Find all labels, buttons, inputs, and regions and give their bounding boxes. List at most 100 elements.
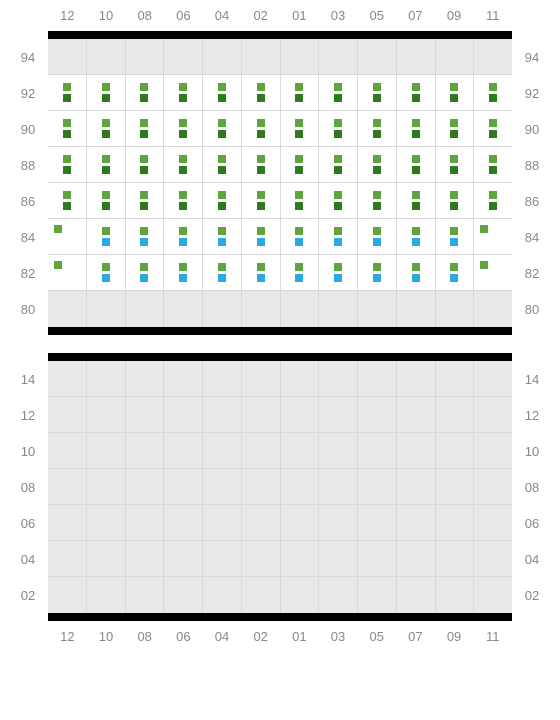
grid-cell [242,219,281,254]
bottom-panel-bar-lower [48,613,512,621]
slot-marker [179,166,187,174]
slot-marker-pair [102,83,110,102]
grid-cell [126,577,165,613]
slot-marker [295,83,303,91]
grid-cell [164,541,203,576]
slot-marker [179,238,187,246]
grid-cell [397,147,436,182]
slot-marker-pair [489,83,497,102]
grid-cell [87,183,126,218]
column-label: 03 [319,0,358,31]
slot-marker [218,202,226,210]
grid-cell [126,111,165,146]
slot-marker-pair [218,83,226,102]
slot-marker-pair [450,227,458,246]
slot-marker [102,130,110,138]
slot-marker [412,130,420,138]
slot-marker [63,83,71,91]
grid-cell [358,219,397,254]
slot-marker-pair [412,119,420,138]
slot-marker-pair [295,83,303,102]
grid-cell [281,361,320,396]
slot-marker-pair [257,191,265,210]
grid-cell [358,433,397,468]
grid-cell [242,577,281,613]
grid-cell [319,39,358,74]
row-label: 04 [8,541,48,577]
slot-marker-pair [140,83,148,102]
slot-marker [140,155,148,163]
slot-marker [102,202,110,210]
grid-cell [87,541,126,576]
row-label: 92 [512,75,552,111]
slot-marker-pair [102,119,110,138]
slot-marker [489,130,497,138]
bottom-grid [48,361,512,613]
column-label: 02 [241,621,280,652]
grid-cell [203,147,242,182]
slot-marker-pair [140,227,148,246]
grid-cell [436,541,475,576]
grid-cell [281,433,320,468]
slot-marker [334,263,342,271]
grid-cell [87,39,126,74]
slot-marker-pair [140,155,148,174]
grid-cell [319,505,358,540]
slot-marker [334,238,342,246]
top-row-labels-right: 9492908886848280 [512,39,552,327]
slot-marker-pair [140,191,148,210]
slot-marker-pair [257,263,265,282]
slot-marker [102,227,110,235]
grid-cell [436,219,475,254]
slot-marker-pair [102,227,110,246]
slot-marker [140,263,148,271]
slot-marker-pair [63,155,71,174]
grid-cell [87,361,126,396]
slot-marker-pair [179,227,187,246]
slot-marker-pair [218,119,226,138]
grid-cell [319,541,358,576]
slot-marker [102,83,110,91]
slot-marker [412,83,420,91]
slot-marker [334,83,342,91]
grid-cell [87,291,126,327]
grid-cell [358,541,397,576]
slot-marker-pair [450,83,458,102]
slot-marker [102,94,110,102]
grid-cell [126,147,165,182]
grid-cell [87,111,126,146]
grid-row [48,39,512,75]
grid-cell [319,291,358,327]
slot-marker [373,155,381,163]
slot-marker [295,263,303,271]
slot-marker-pair [179,155,187,174]
slot-marker [140,191,148,199]
top-column-labels: 121008060402010305070911 [8,0,552,31]
slot-marker [412,191,420,199]
slot-marker-pair [373,191,381,210]
slot-marker [412,227,420,235]
grid-cell [203,183,242,218]
grid-cell [126,397,165,432]
grid-cell [358,291,397,327]
grid-cell [281,111,320,146]
slot-marker [450,227,458,235]
grid-cell [281,505,320,540]
slot-marker [257,191,265,199]
slot-marker [257,83,265,91]
bottom-row-labels-right: 14121008060402 [512,361,552,613]
grid-cell [474,361,512,396]
slot-marker [218,191,226,199]
slot-marker [257,119,265,127]
slot-marker [218,119,226,127]
grid-cell [87,505,126,540]
column-label: 01 [280,0,319,31]
slot-marker [450,202,458,210]
column-label: 06 [164,0,203,31]
grid-row [48,219,512,255]
slot-marker [63,166,71,174]
row-label: 86 [512,183,552,219]
grid-cell [397,469,436,504]
slot-marker [373,191,381,199]
slot-marker-pair [257,83,265,102]
